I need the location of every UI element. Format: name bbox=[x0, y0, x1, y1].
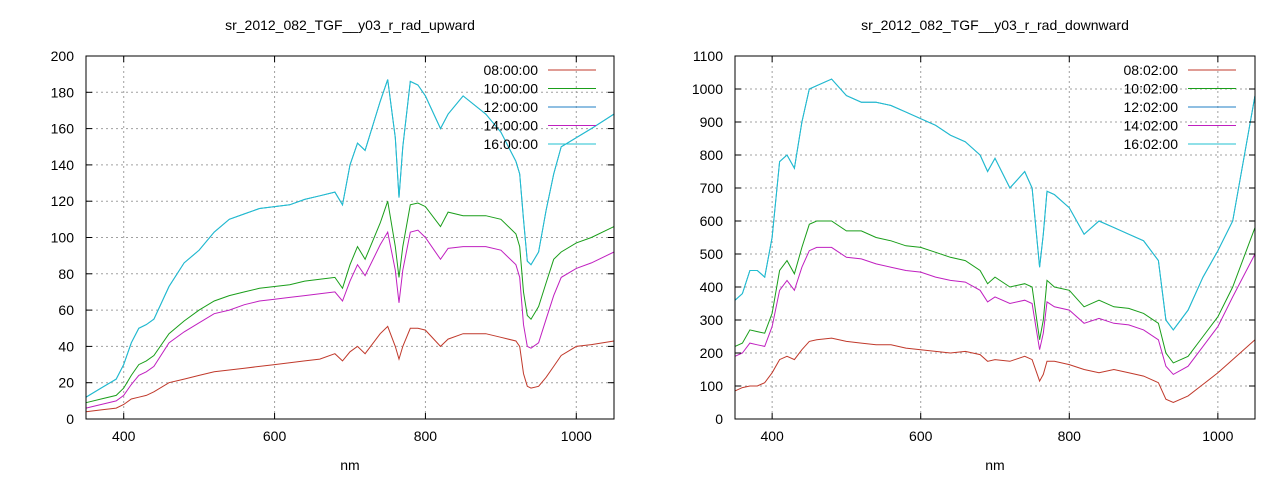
x-tick-label: 400 bbox=[760, 428, 784, 444]
y-tick-label: 40 bbox=[58, 338, 74, 354]
x-tick-label: 1000 bbox=[1202, 428, 1233, 444]
y-tick-label: 0 bbox=[715, 411, 723, 427]
y-tick-label: 300 bbox=[700, 312, 724, 328]
chart-title: sr_2012_082_TGF__y03_r_rad_downward bbox=[861, 17, 1129, 33]
legend-label: 10:00:00 bbox=[484, 81, 539, 97]
series-line-5 bbox=[85, 79, 615, 398]
legend-label: 12:02:00 bbox=[1124, 99, 1179, 115]
y-tick-label: 140 bbox=[51, 157, 75, 173]
y-tick-label: 80 bbox=[58, 266, 74, 282]
x-axis-label: nm bbox=[340, 457, 359, 473]
legend-label: 16:02:00 bbox=[1124, 136, 1179, 152]
y-tick-label: 1000 bbox=[692, 81, 723, 97]
legend-label: 08:02:00 bbox=[1124, 62, 1179, 78]
y-tick-label: 180 bbox=[51, 84, 75, 100]
y-tick-label: 60 bbox=[58, 302, 74, 318]
y-tick-label: 800 bbox=[700, 147, 724, 163]
y-tick-label: 400 bbox=[700, 279, 724, 295]
legend-label: 16:00:00 bbox=[484, 136, 539, 152]
legend-label: 14:02:00 bbox=[1124, 118, 1179, 134]
y-tick-label: 0 bbox=[66, 411, 74, 427]
y-tick-label: 160 bbox=[51, 121, 75, 137]
legend-label: 14:00:00 bbox=[484, 118, 539, 134]
y-tick-label: 120 bbox=[51, 193, 75, 209]
y-tick-label: 700 bbox=[700, 180, 724, 196]
x-tick-label: 400 bbox=[112, 428, 136, 444]
plot-frame bbox=[734, 55, 1256, 420]
y-tick-label: 100 bbox=[700, 378, 724, 394]
y-tick-label: 100 bbox=[51, 230, 75, 246]
y-tick-label: 200 bbox=[700, 345, 724, 361]
legend-label: 10:02:00 bbox=[1124, 81, 1179, 97]
series-line-4 bbox=[734, 246, 1256, 376]
series-line-1 bbox=[734, 337, 1256, 404]
x-tick-label: 800 bbox=[1058, 428, 1082, 444]
legend-label: 12:00:00 bbox=[484, 99, 539, 115]
series-line-1 bbox=[85, 325, 615, 413]
y-tick-label: 1100 bbox=[693, 48, 723, 64]
y-tick-label: 500 bbox=[700, 246, 724, 262]
series-line-2 bbox=[734, 220, 1256, 364]
y-tick-label: 200 bbox=[51, 48, 75, 64]
x-tick-label: 800 bbox=[414, 428, 438, 444]
chart-upward: 400 600 800 1000 0 20 40 60 80 100 120 140 160 180 200… bbox=[51, 17, 615, 473]
y-tick-label: 600 bbox=[700, 213, 724, 229]
series-line-2 bbox=[85, 201, 615, 404]
series-line-5 bbox=[734, 78, 1256, 331]
series-line-4 bbox=[85, 229, 615, 409]
chart-downward: 400 600 800 1000 0 100 200 300 400 500 600 700 800 90… bbox=[692, 17, 1256, 473]
y-tick-label: 900 bbox=[700, 114, 724, 130]
y-tick-label: 20 bbox=[58, 375, 74, 391]
legend-label: 08:00:00 bbox=[484, 62, 539, 78]
x-tick-label: 600 bbox=[909, 428, 933, 444]
x-axis-label: nm bbox=[985, 457, 1004, 473]
chart-title: sr_2012_082_TGF__y03_r_rad_upward bbox=[225, 17, 475, 33]
x-tick-label: 1000 bbox=[561, 428, 592, 444]
x-tick-label: 600 bbox=[263, 428, 287, 444]
